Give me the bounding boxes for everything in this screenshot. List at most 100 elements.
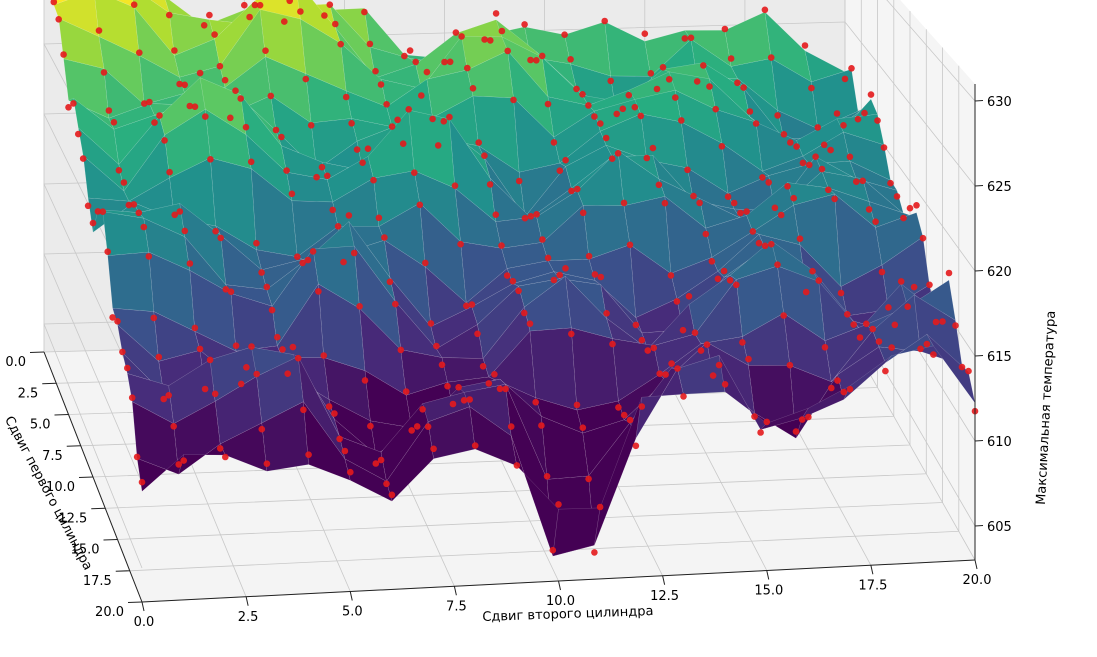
scatter-point [556, 271, 563, 279]
axes-ticks: 0.0 2.5 5.0 7.5 10.0 12.5 15.0 17.5 20.0 0.0 2.5 5.… [5, 95, 1012, 630]
scatter-point [258, 269, 265, 276]
scatter-point [305, 451, 312, 459]
scatter-point [455, 384, 462, 391]
scatter-point [503, 272, 511, 279]
scatter-point [509, 277, 517, 285]
x-tick [42, 382, 57, 385]
z-tick-label: 615 [987, 350, 1012, 365]
y-tick [245, 596, 249, 606]
scatter-point [821, 344, 829, 351]
scatter-point [356, 303, 363, 310]
scatter-point [161, 137, 168, 144]
scatter-point [615, 404, 622, 411]
scatter-point [186, 260, 194, 267]
x-tick-label: 20.0 [95, 605, 124, 620]
scatter-point [124, 364, 131, 372]
scatter-point [647, 70, 655, 77]
scatter-point [585, 252, 593, 260]
scatter-point [831, 195, 838, 203]
scatter-point [913, 202, 920, 209]
scatter-point [468, 301, 476, 308]
scatter-point [637, 112, 645, 120]
scatter-point [844, 311, 851, 318]
y-tick-label: 10.0 [546, 594, 575, 609]
scatter-point [300, 406, 307, 414]
scatter-point [708, 258, 716, 265]
scatter-point [702, 230, 710, 238]
scatter-point [910, 283, 918, 291]
scatter-point [837, 289, 845, 297]
x-tick [103, 539, 118, 541]
scatter-point [486, 181, 494, 188]
scatter-point [840, 122, 847, 129]
scatter-point [653, 85, 661, 93]
scatter-point [853, 178, 860, 185]
scatter-point [309, 248, 317, 255]
scatter-point [714, 275, 722, 283]
scatter-point [258, 425, 266, 433]
z-tick-label: 605 [987, 520, 1012, 535]
scatter-point [181, 227, 189, 235]
scatter-point [763, 418, 771, 426]
scatter-point [340, 258, 347, 266]
scatter-point [412, 58, 420, 66]
y-tick [766, 570, 770, 580]
z-tick [974, 440, 984, 442]
scatter-point [641, 30, 649, 37]
scatter-point [887, 179, 894, 187]
scatter-point [579, 91, 586, 98]
scatter-point [880, 144, 888, 151]
scatter-point [696, 199, 703, 207]
scatter-point [681, 35, 689, 42]
scatter-point [366, 40, 374, 48]
scatter-point [84, 202, 92, 210]
y-tick-label: 5.0 [342, 605, 363, 620]
scatter-point [485, 380, 493, 387]
scatter-point [684, 166, 691, 174]
scatter-point [75, 130, 82, 138]
scatter-point [691, 329, 699, 337]
scatter-point [739, 339, 746, 346]
scatter-point [667, 272, 675, 279]
scatter-point [200, 22, 208, 29]
x-tick-label: 10.0 [46, 480, 75, 495]
scatter-point [579, 209, 587, 217]
scatter-point [521, 21, 528, 28]
scatter-point [307, 122, 315, 129]
scatter-point [521, 214, 529, 222]
scatter-point [752, 120, 760, 127]
scatter-point [104, 248, 111, 255]
scatter-point [237, 380, 245, 388]
scatter-point [251, 1, 259, 9]
scatter-point [334, 223, 342, 230]
scatter-point [774, 261, 781, 269]
scatter-point [846, 153, 854, 161]
y-tick [974, 559, 978, 570]
scatter-point [191, 103, 199, 110]
scatter-point [749, 228, 757, 235]
scatter-point [304, 256, 312, 264]
scatter-point [202, 113, 209, 120]
scatter-point [79, 155, 87, 162]
scatter-point [469, 85, 477, 92]
scatter-point [543, 473, 551, 480]
scatter-point [201, 385, 209, 393]
scatter-point [521, 309, 528, 317]
scatter-point [861, 109, 868, 117]
scatter-point [650, 344, 658, 352]
scatter-point [176, 208, 184, 215]
scatter-point [130, 201, 138, 208]
y-tick [662, 575, 666, 585]
scatter-point [491, 371, 498, 378]
scatter-point [284, 370, 292, 378]
scatter-point [620, 199, 628, 207]
scatter-point [737, 209, 744, 217]
scatter-point [267, 92, 275, 100]
scatter-point [481, 36, 488, 43]
scatter-point [100, 69, 108, 76]
scatter-point [372, 460, 380, 467]
scatter-point [474, 330, 481, 338]
scatter-point [869, 325, 876, 333]
scatter-point [136, 49, 143, 56]
scatter-point [597, 273, 605, 281]
